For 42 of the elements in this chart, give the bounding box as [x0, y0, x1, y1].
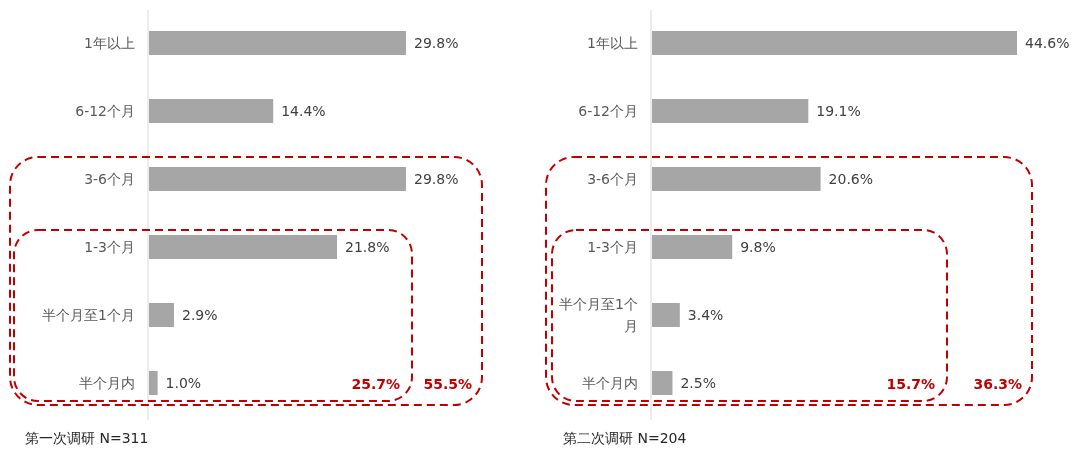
bar: [652, 167, 821, 191]
data-label: 14.4%: [281, 103, 326, 119]
y-tick-label: 3-6个月: [587, 171, 638, 187]
y-tick-label: 半个月至1个月: [42, 307, 135, 323]
bar: [149, 167, 406, 191]
data-label: 44.6%: [1025, 35, 1070, 51]
data-label: 21.8%: [345, 239, 390, 255]
y-tick-label: 1年以上: [587, 35, 638, 51]
bar: [652, 31, 1017, 55]
y-tick-label: 1-3个月: [587, 239, 638, 255]
y-tick-label: 3-6个月: [84, 171, 135, 187]
bar: [652, 371, 673, 395]
y-tick-label: 半个月至1个月: [559, 296, 638, 334]
bar: [149, 303, 175, 327]
data-label: 29.8%: [414, 171, 459, 187]
y-tick-label: 6-12个月: [75, 103, 135, 119]
y-tick-label: 半个月内: [582, 375, 638, 391]
data-label: 20.6%: [828, 171, 874, 187]
y-tick-label: 6-12个月: [578, 103, 638, 119]
bar: [149, 31, 406, 55]
data-label: 1.0%: [165, 375, 202, 391]
text: 第一次调研 N=311: [25, 430, 149, 446]
bar: [149, 235, 338, 259]
bar: [652, 235, 733, 259]
bar: [652, 99, 809, 123]
y-tick-label: 1年以上: [84, 35, 135, 51]
annotation: 15.7%: [886, 376, 935, 392]
y-tick-label: 半个月内: [79, 375, 135, 391]
data-label: 2.9%: [182, 307, 218, 323]
bar: [149, 371, 158, 395]
y-tick-label: 1-3个月: [84, 239, 135, 255]
data-label: 3.4%: [687, 307, 724, 323]
annotation: 25.7%: [351, 376, 400, 392]
bar: [652, 303, 680, 327]
bar: [149, 99, 274, 123]
data-label: 9.8%: [740, 239, 776, 255]
data-label: 2.5%: [680, 375, 717, 391]
data-label: 19.1%: [816, 103, 861, 119]
text: 第二次调研 N=204: [563, 430, 687, 446]
data-label: 29.8%: [414, 35, 459, 51]
annotation: 36.3%: [973, 376, 1022, 392]
text: 55.5%: [423, 376, 472, 392]
